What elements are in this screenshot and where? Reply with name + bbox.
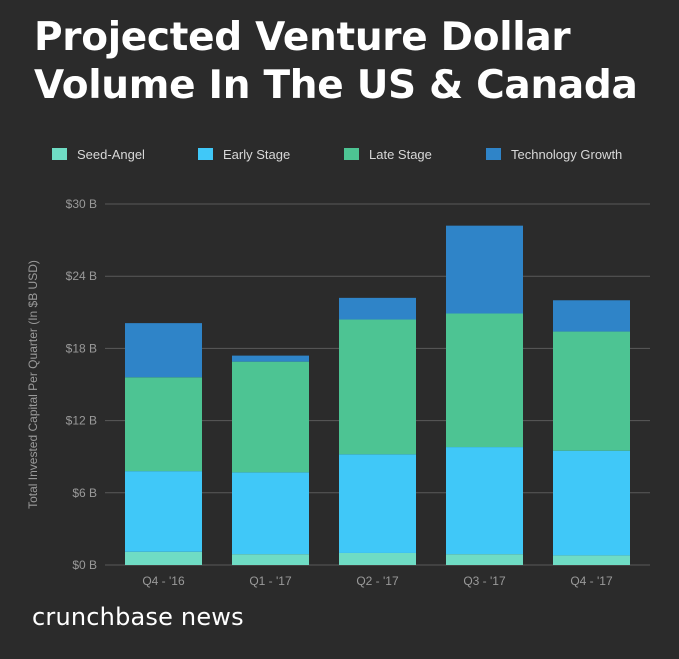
y-tick-label: $12 B: [66, 414, 97, 428]
legend-swatch: [344, 148, 359, 160]
bar-segment: [446, 554, 523, 565]
bar-segment: [125, 323, 202, 378]
legend-item-early-stage: Early Stage: [198, 143, 290, 165]
y-tick-label: $6 B: [72, 486, 97, 500]
legend-label: Late Stage: [369, 146, 432, 162]
bar-segment: [125, 377, 202, 472]
y-tick-label: $30 B: [66, 197, 97, 211]
bar-segment: [125, 471, 202, 552]
x-tick-label: Q2 - '17: [356, 574, 399, 588]
bar-segment: [553, 450, 630, 556]
y-tick-label: $0 B: [72, 558, 97, 572]
bar-segment: [232, 361, 309, 473]
x-tick-label: Q1 - '17: [249, 574, 292, 588]
bar-segment: [232, 472, 309, 555]
legend-label: Technology Growth: [511, 146, 623, 162]
y-axis-title: Total Invested Capital Per Quarter (In $…: [26, 260, 40, 509]
bar-segment: [339, 552, 416, 565]
legend-swatch: [198, 148, 213, 160]
legend-swatch: [52, 148, 67, 160]
y-tick-label: $18 B: [66, 341, 97, 355]
y-tick-label: $24 B: [66, 269, 97, 283]
brand-logo-text: crunchbase news: [32, 603, 244, 631]
bar-segment: [232, 554, 309, 565]
x-tick-label: Q3 - '17: [463, 574, 506, 588]
legend-swatch: [486, 148, 501, 160]
bar-segment: [446, 225, 523, 314]
legend-label: Seed-Angel: [77, 146, 145, 162]
bar-segment: [553, 555, 630, 565]
bar-segment: [339, 454, 416, 553]
legend: Seed-Angel Early Stage Late Stage Techno…: [0, 143, 679, 165]
bar-segment: [553, 300, 630, 332]
chart-title: Projected Venture Dollar Volume In The U…: [34, 15, 638, 108]
x-tick-label: Q4 - '17: [570, 574, 613, 588]
legend-item-technology-growth: Technology Growth: [486, 143, 622, 165]
x-tick-label: Q4 - '16: [142, 574, 185, 588]
bar-segment: [339, 297, 416, 320]
bar-segment: [446, 447, 523, 555]
legend-item-late-stage: Late Stage: [344, 143, 432, 165]
legend-label: Early Stage: [223, 146, 291, 162]
bar-segment: [339, 319, 416, 455]
legend-item-seed-angel: Seed-Angel: [52, 143, 145, 165]
bar-segment: [553, 331, 630, 451]
bar-segment: [125, 551, 202, 565]
bar-segment: [232, 355, 309, 362]
bar-segment: [446, 313, 523, 448]
